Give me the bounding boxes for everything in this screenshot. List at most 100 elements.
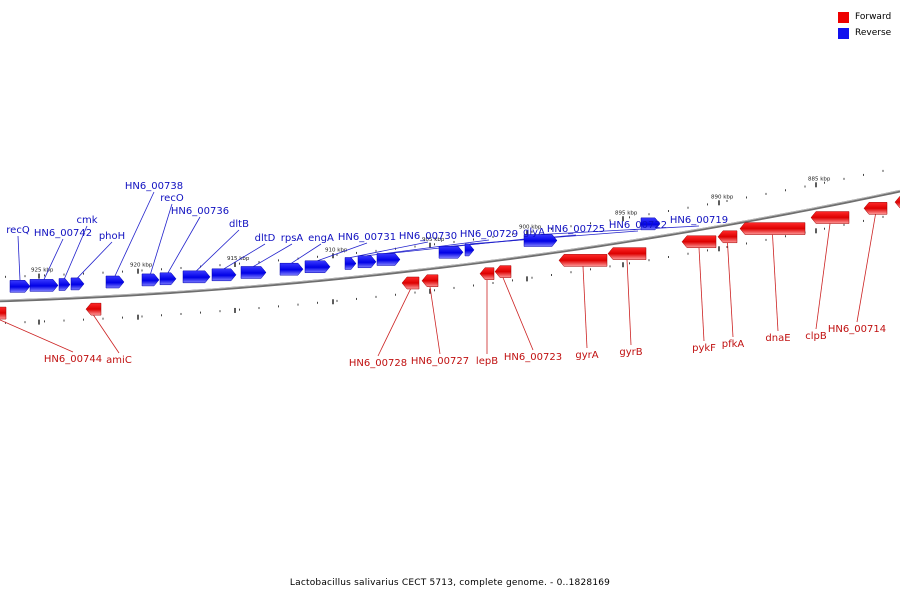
scale-minor-tick [726, 245, 728, 248]
scale-minor-tick [453, 240, 455, 243]
scale-minor-tick [609, 219, 611, 222]
reverse-gene-label: HN6_00730 [399, 231, 457, 242]
scale-minor-tick [551, 274, 552, 277]
forward-gene-arrow [894, 195, 900, 209]
scale-minor-tick [180, 266, 182, 269]
scale-minor-tick [434, 243, 435, 246]
scale-tick-layer: 925 kbp 920 kbp 915 kbp 910 kbp 905 kbp 900 k… [5, 169, 884, 325]
backbone-layer [0, 189, 900, 303]
scale-minor-tick [83, 272, 84, 275]
forward-gene-leader [0, 319, 74, 353]
scale-label: 890 kbp [711, 194, 734, 200]
reverse-gene-arrow [344, 257, 357, 270]
scale-minor-tick [785, 189, 786, 192]
genome-caption: Lactobacillus salivarius CECT 5713, comp… [289, 578, 611, 588]
legend-reverse: Reverse [838, 25, 891, 41]
reverse-gene-leader [366, 239, 490, 257]
forward-gene-arrow [810, 211, 850, 224]
scale-minor-tick [258, 261, 260, 264]
legend: Forward Reverse [838, 9, 891, 41]
scale-minor-tick [317, 255, 318, 258]
scale-label: 925 kbp [31, 268, 54, 274]
scale-minor-tick [824, 227, 825, 230]
scale-minor-tick [5, 275, 6, 278]
scale-minor-tick [453, 286, 455, 289]
scale-minor-tick [687, 206, 689, 209]
scale-label: 915 kbp [227, 256, 250, 262]
legend-forward: Forward [838, 9, 891, 25]
forward-gene-label: HN6_00714 [828, 324, 886, 335]
scale-minor-tick [882, 169, 884, 172]
reverse-gene-arrow [376, 253, 401, 266]
scale-minor-tick [63, 273, 65, 276]
scale-minor-tick [531, 276, 533, 279]
forward-gene-arrow [607, 247, 647, 260]
scale-minor-tick [336, 253, 338, 256]
scale-minor-tick [141, 269, 143, 272]
forward-gene-leader [582, 266, 588, 349]
scale-minor-tick [434, 289, 435, 292]
scale-minor-tick [785, 235, 786, 238]
forward-gene-leader [772, 234, 779, 332]
reverse-gene-label: rpsA [281, 233, 304, 244]
reverse-gene-label: dltD [255, 233, 276, 244]
forward-gene-label: amiC [106, 355, 132, 366]
forward-gene-label: HN6_00727 [411, 356, 469, 367]
reverse-gene-label: HN6_00725 [547, 224, 605, 235]
scale-minor-tick [278, 305, 279, 308]
scale-minor-tick [161, 314, 162, 317]
scale-minor-tick [746, 242, 747, 245]
reverse-gene-arrow [105, 275, 125, 289]
scale-label: 900 kbp [519, 224, 542, 230]
scale-minor-tick [44, 320, 45, 323]
scale-minor-tick [668, 256, 669, 259]
reverse-gene-arrow [159, 272, 177, 286]
scale-minor-tick [609, 265, 611, 268]
reverse-gene-arrow [357, 255, 377, 269]
scale-minor-tick [239, 308, 240, 311]
scale-minor-tick [629, 216, 630, 219]
forward-gene-label: gyrB [619, 347, 642, 358]
scale-minor-tick [297, 303, 299, 306]
scale-minor-tick [512, 279, 513, 282]
reverse-gene-leader [317, 242, 368, 262]
scale-minor-tick [122, 270, 123, 273]
scale-minor-tick [648, 213, 650, 216]
reverse-gene-arrow [182, 270, 211, 284]
scale-minor-tick [180, 312, 182, 315]
scale-label: 885 kbp [808, 176, 831, 182]
reverse-gene-label: cmk [76, 215, 97, 226]
reverse-gene-arrow [58, 278, 71, 291]
reverse-gene-label: recO [160, 193, 184, 204]
scale-minor-tick [843, 177, 845, 180]
forward-gene-leader [815, 223, 831, 330]
forward-gene-arrow [681, 235, 717, 249]
scale-minor-tick [83, 318, 84, 321]
forward-gene-leader [856, 214, 876, 323]
scale-label: 905 kbp [422, 237, 445, 243]
forward-gene-label: pykF [692, 343, 716, 354]
scale-minor-tick [765, 238, 767, 241]
reverse-gene-arrow [640, 217, 661, 231]
reverse-gene-leader [350, 241, 429, 258]
reverse-gene-arrow [29, 279, 59, 292]
scale-minor-tick [219, 264, 221, 267]
reverse-gene-label: recQ [6, 225, 30, 236]
scale-minor-tick [824, 181, 825, 184]
gene-arrow-layer [0, 195, 900, 320]
reverse-gene-label: HN6_00736 [171, 206, 229, 217]
reverse-gene-label: engA [308, 233, 334, 244]
reverse-gene-leader [43, 238, 64, 280]
scale-minor-tick [746, 196, 747, 199]
scale-minor-tick [551, 228, 552, 231]
scale-minor-tick [512, 233, 513, 236]
scale-minor-tick [473, 238, 474, 241]
scale-minor-tick [804, 185, 806, 188]
reverse-gene-leader [223, 243, 266, 270]
reverse-gene-leader [150, 203, 173, 275]
scale-minor-tick [44, 274, 45, 277]
reverse-gene-leader [114, 191, 155, 277]
reverse-gene-label: HN6_00722 [609, 220, 667, 231]
reverse-gene-leader [167, 216, 201, 274]
